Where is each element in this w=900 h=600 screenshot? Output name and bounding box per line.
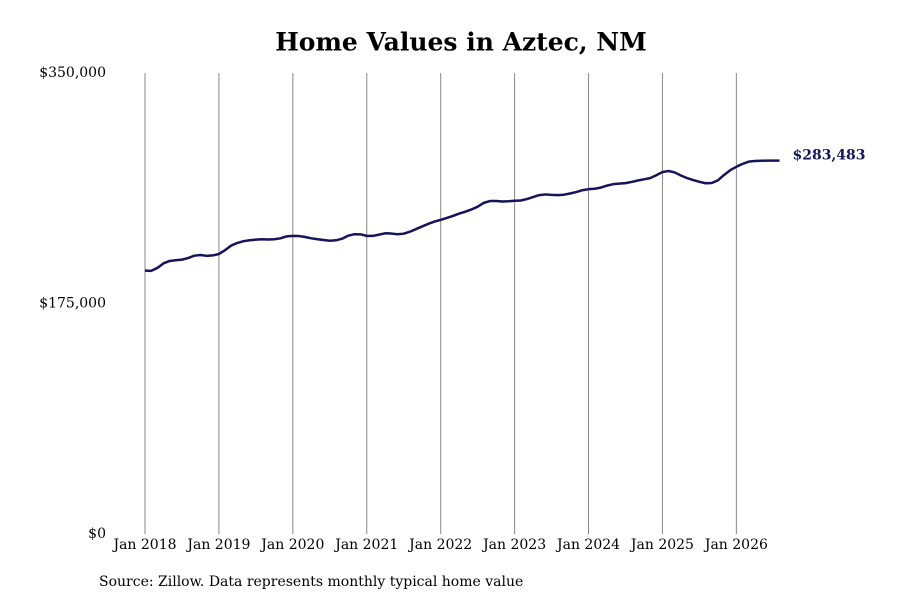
x-tick-label: Jan 2025 <box>629 537 694 553</box>
source-note: Source: Zillow. Data represents monthly … <box>99 574 523 590</box>
line <box>144 159 780 273</box>
value-label: $283,483 <box>792 148 865 164</box>
x-tick-label: Jan 2021 <box>333 537 398 553</box>
y-tick-label: $175,000 <box>39 296 106 312</box>
x-tick-label: Jan 2023 <box>481 537 546 553</box>
chart-title: Home Values in Aztec, NM <box>275 28 647 57</box>
x-tick-label: Jan 2022 <box>407 537 472 553</box>
x-tick-label: Jan 2024 <box>555 537 620 553</box>
x-tick-label: Jan 2018 <box>111 537 176 553</box>
x-tick-label: Jan 2026 <box>703 537 768 553</box>
y-tick-label: $0 <box>88 526 106 542</box>
y-tick-label: $350,000 <box>39 65 106 81</box>
x-tick-label: Jan 2019 <box>185 537 250 553</box>
x-tick-label: Jan 2020 <box>259 537 324 553</box>
